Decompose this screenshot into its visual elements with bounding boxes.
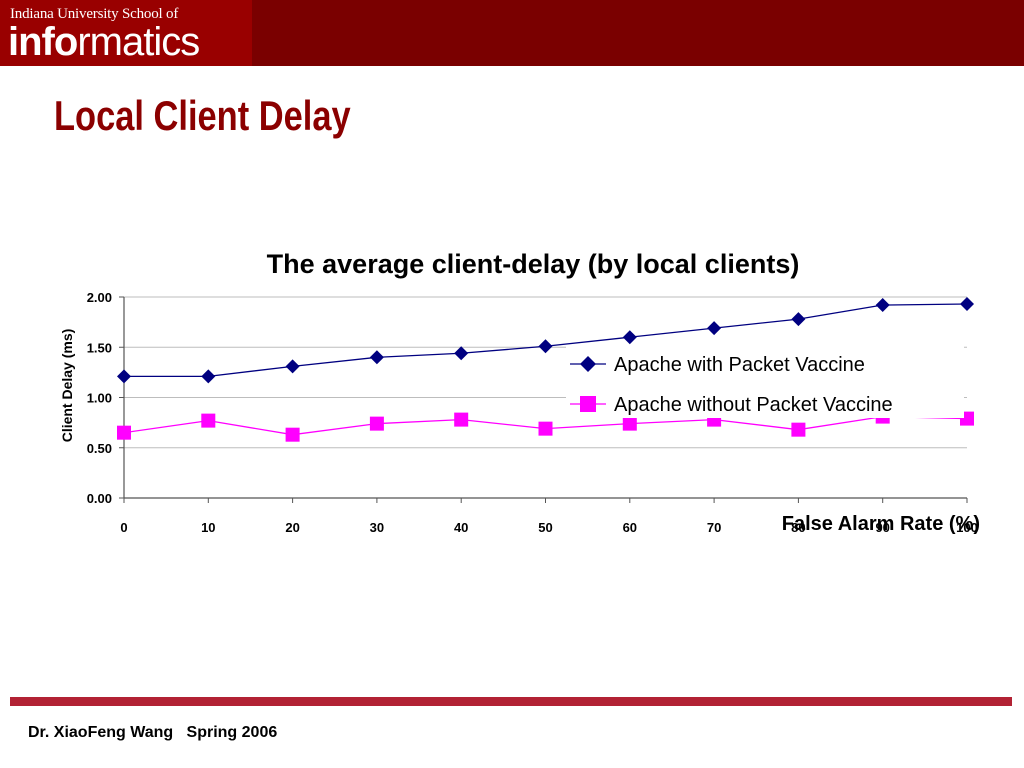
x-tick-label: 80 [791, 520, 805, 535]
line-chart: The average client-delay (by local clien… [59, 249, 980, 535]
data-point-without-vaccine [454, 412, 469, 427]
legend-label: Apache with Packet Vaccine [614, 354, 865, 376]
y-axis-label: Client Delay (ms) [59, 329, 75, 443]
logo-wordmark-bold: info [8, 20, 78, 64]
x-tick-label: 30 [370, 520, 384, 535]
x-tick-label: 40 [454, 520, 468, 535]
data-point-without-vaccine [201, 413, 216, 428]
school-logo: Indiana University School of informatics [0, 0, 252, 66]
x-tick-label: 10 [201, 520, 215, 535]
chart-container: The average client-delay (by local clien… [0, 240, 1024, 550]
x-axis-label: False Alarm Rate (%) [782, 513, 980, 535]
slide-title: Local Client Delay [54, 92, 351, 139]
y-tick-label: 1.50 [87, 340, 112, 355]
footer-rule [10, 697, 1012, 706]
y-tick-label: 0.00 [87, 491, 112, 506]
data-point-without-vaccine [285, 427, 300, 442]
legend-marker-diamond [580, 356, 596, 372]
x-tick-label: 70 [707, 520, 721, 535]
legend-box [566, 346, 964, 418]
data-point-with-vaccine [454, 346, 469, 361]
x-tick-label: 50 [538, 520, 552, 535]
x-tick-label: 100 [956, 520, 978, 535]
x-tick-label: 20 [285, 520, 299, 535]
data-point-with-vaccine [622, 330, 637, 345]
chart-title: The average client-delay (by local clien… [267, 249, 800, 279]
data-point-with-vaccine [875, 298, 890, 313]
data-point-with-vaccine [369, 350, 384, 365]
data-point-with-vaccine [707, 321, 722, 336]
x-tick-label: 90 [875, 520, 889, 535]
data-point-without-vaccine [369, 416, 384, 431]
data-point-with-vaccine [538, 339, 553, 354]
legend-marker-square [580, 396, 596, 412]
data-point-with-vaccine [201, 369, 216, 384]
y-tick-label: 1.00 [87, 391, 112, 406]
data-point-with-vaccine [117, 369, 131, 384]
data-point-with-vaccine [960, 297, 974, 312]
legend-label: Apache without Packet Vaccine [614, 394, 893, 416]
logo-school-name: Indiana University School of [10, 6, 179, 22]
x-tick-label: 0 [120, 520, 127, 535]
data-point-with-vaccine [791, 312, 806, 327]
data-point-without-vaccine [791, 422, 806, 437]
data-point-without-vaccine [538, 421, 553, 436]
y-tick-label: 2.00 [87, 290, 112, 305]
data-point-with-vaccine [285, 359, 300, 374]
footer-credit: Dr. XiaoFeng Wang Spring 2006 [28, 724, 278, 741]
logo-wordmark: informatics [8, 20, 200, 64]
x-tick-label: 60 [623, 520, 637, 535]
data-point-without-vaccine [622, 416, 637, 431]
logo-wordmark-regular: rmatics [77, 20, 200, 64]
y-tick-label: 0.50 [87, 441, 112, 456]
data-point-without-vaccine [117, 425, 131, 440]
